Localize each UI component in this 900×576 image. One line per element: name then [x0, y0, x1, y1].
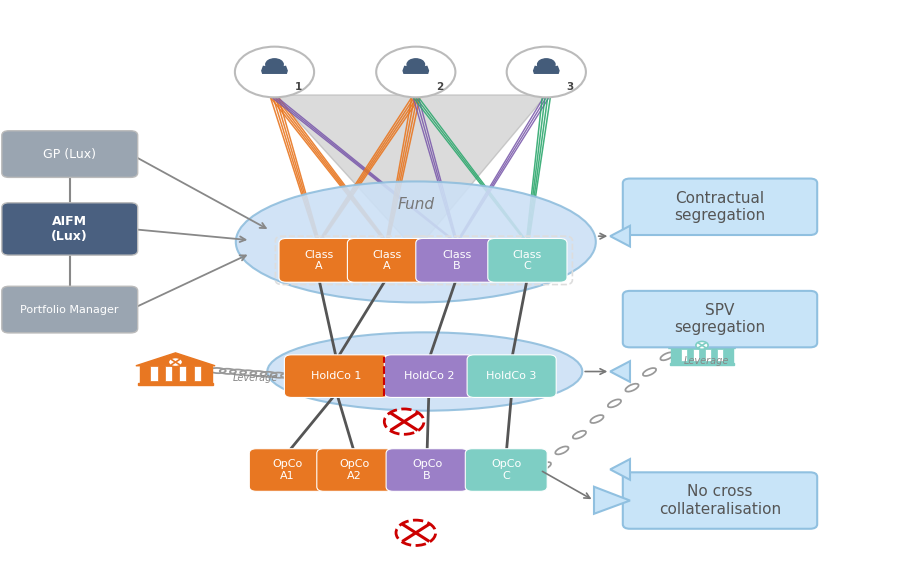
FancyBboxPatch shape — [623, 179, 817, 235]
Circle shape — [396, 520, 436, 545]
Polygon shape — [136, 353, 215, 366]
FancyBboxPatch shape — [717, 348, 724, 361]
FancyBboxPatch shape — [194, 366, 201, 381]
FancyBboxPatch shape — [488, 238, 567, 282]
Polygon shape — [610, 361, 630, 382]
FancyBboxPatch shape — [670, 363, 734, 365]
FancyBboxPatch shape — [705, 348, 711, 361]
Text: OpCo
A1: OpCo A1 — [272, 459, 302, 481]
FancyBboxPatch shape — [2, 131, 138, 177]
FancyBboxPatch shape — [386, 449, 468, 491]
Polygon shape — [403, 66, 428, 73]
Polygon shape — [669, 338, 735, 348]
Circle shape — [384, 409, 424, 434]
FancyBboxPatch shape — [623, 291, 817, 347]
FancyBboxPatch shape — [416, 238, 498, 282]
FancyBboxPatch shape — [279, 238, 358, 282]
Text: Leverage: Leverage — [684, 357, 729, 366]
Ellipse shape — [267, 332, 582, 411]
Text: Portfolio Manager: Portfolio Manager — [21, 305, 119, 314]
Circle shape — [507, 47, 586, 97]
FancyBboxPatch shape — [693, 348, 699, 361]
Text: SPV
segregation: SPV segregation — [674, 303, 766, 335]
FancyBboxPatch shape — [249, 449, 325, 491]
Text: Class
C: Class C — [513, 249, 542, 271]
Circle shape — [696, 342, 708, 349]
FancyBboxPatch shape — [2, 286, 138, 333]
Text: Contractual
segregation: Contractual segregation — [674, 191, 766, 223]
FancyBboxPatch shape — [2, 203, 138, 255]
Circle shape — [235, 47, 314, 97]
Circle shape — [537, 59, 555, 70]
Text: OpCo
B: OpCo B — [412, 459, 442, 481]
FancyBboxPatch shape — [317, 449, 392, 491]
FancyBboxPatch shape — [680, 348, 687, 361]
FancyBboxPatch shape — [623, 472, 817, 529]
Text: Class
A: Class A — [373, 249, 401, 271]
Polygon shape — [262, 66, 287, 73]
Circle shape — [266, 59, 284, 70]
FancyBboxPatch shape — [150, 366, 158, 381]
Text: 2: 2 — [436, 82, 443, 92]
Circle shape — [168, 358, 183, 367]
Text: HoldCo 1: HoldCo 1 — [311, 371, 362, 381]
Circle shape — [376, 47, 455, 97]
Text: Leverage: Leverage — [233, 373, 278, 382]
Text: Fund: Fund — [397, 197, 435, 212]
FancyBboxPatch shape — [140, 366, 212, 383]
Polygon shape — [594, 487, 630, 514]
Text: Class
B: Class B — [442, 249, 472, 271]
Polygon shape — [274, 95, 546, 251]
Text: 3: 3 — [566, 82, 573, 92]
FancyBboxPatch shape — [465, 449, 547, 491]
FancyBboxPatch shape — [284, 355, 389, 397]
Circle shape — [407, 59, 425, 70]
FancyBboxPatch shape — [138, 383, 213, 385]
FancyBboxPatch shape — [467, 355, 556, 397]
Text: HoldCo 2: HoldCo 2 — [403, 371, 454, 381]
Text: OpCo
C: OpCo C — [491, 459, 521, 481]
Polygon shape — [610, 459, 630, 480]
FancyBboxPatch shape — [347, 238, 427, 282]
Text: No cross
collateralisation: No cross collateralisation — [659, 484, 781, 517]
FancyBboxPatch shape — [384, 355, 473, 397]
Text: AIFM
(Lux): AIFM (Lux) — [51, 215, 88, 243]
Text: 1: 1 — [294, 82, 302, 92]
Ellipse shape — [236, 181, 596, 302]
Text: OpCo
A2: OpCo A2 — [339, 459, 370, 481]
FancyBboxPatch shape — [165, 366, 172, 381]
FancyBboxPatch shape — [179, 366, 186, 381]
FancyBboxPatch shape — [671, 348, 733, 363]
Text: Class
A: Class A — [304, 249, 333, 271]
Polygon shape — [610, 226, 630, 247]
Text: GP (Lux): GP (Lux) — [43, 147, 96, 161]
Polygon shape — [534, 66, 559, 73]
Text: HoldCo 3: HoldCo 3 — [487, 371, 536, 381]
